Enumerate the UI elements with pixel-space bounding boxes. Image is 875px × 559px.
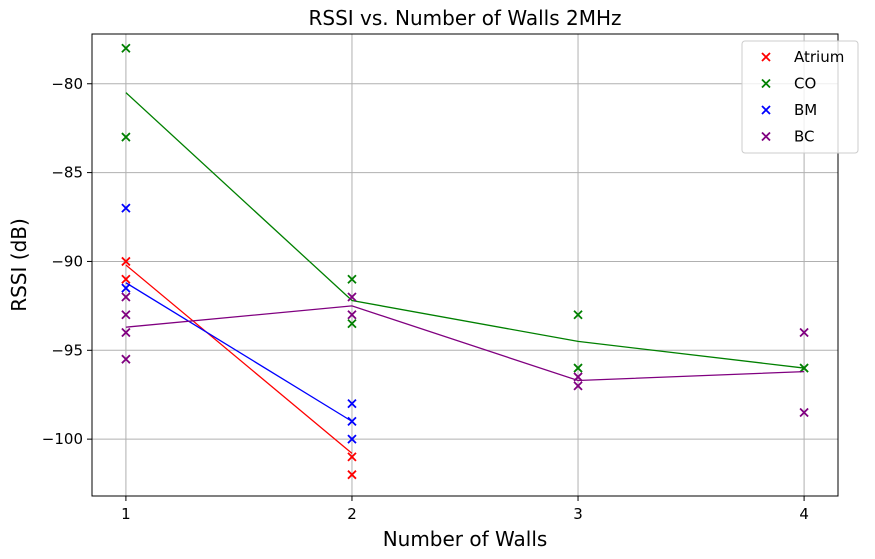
data-point xyxy=(121,283,131,293)
x-tick-label: 3 xyxy=(573,505,583,523)
legend-item-bm: BM xyxy=(761,101,817,119)
data-point xyxy=(347,398,357,409)
trend-line xyxy=(125,282,353,422)
legend-marker xyxy=(761,105,771,115)
data-point xyxy=(347,416,357,427)
data-point xyxy=(799,407,809,418)
chart-title: RSSI vs. Number of Walls 2MHz xyxy=(308,6,621,30)
legend-label: BC xyxy=(794,128,815,146)
data-point xyxy=(121,203,131,213)
data-point xyxy=(347,470,357,480)
legend-label: Atrium xyxy=(794,48,844,66)
legend-label: BM xyxy=(794,101,817,119)
legend-item-bc: BC xyxy=(761,128,815,146)
y-tick-label: −85 xyxy=(51,164,83,182)
x-tick-label: 2 xyxy=(347,505,357,523)
trend-line xyxy=(125,305,805,382)
data-point xyxy=(121,354,131,364)
grid xyxy=(92,34,838,496)
legend-marker xyxy=(761,78,771,89)
x-tick-label: 1 xyxy=(121,505,131,523)
data-point xyxy=(347,274,357,284)
data-point xyxy=(121,256,131,267)
data-point xyxy=(799,363,809,373)
data-point xyxy=(573,310,583,320)
x-axis-label: Number of Walls xyxy=(383,527,548,551)
trend-line xyxy=(125,92,805,369)
data-point xyxy=(121,292,131,302)
data-point xyxy=(347,434,357,444)
series-atrium xyxy=(121,256,357,480)
legend-marker xyxy=(761,52,771,62)
ticks: 1 2 3 4 −100 −95 −90 −85 −80 xyxy=(42,75,809,523)
data-point xyxy=(121,310,131,320)
data-point xyxy=(347,292,357,302)
data-point xyxy=(121,327,131,338)
plot-frame xyxy=(91,33,839,497)
series-bm xyxy=(121,203,357,444)
legend: Atrium CO BM BC xyxy=(741,40,859,154)
legend-item-co: CO xyxy=(761,75,816,93)
data-point xyxy=(121,274,131,284)
y-tick-label: −100 xyxy=(42,430,83,448)
legend-box xyxy=(741,40,859,154)
y-tick-label: −95 xyxy=(51,341,83,359)
x-tick-label: 4 xyxy=(799,505,809,523)
y-axis-label: RSSI (dB) xyxy=(7,218,31,312)
series-co xyxy=(121,43,809,373)
series-layer xyxy=(121,43,809,480)
data-point xyxy=(121,132,131,142)
data-point xyxy=(347,319,357,329)
data-point xyxy=(573,381,583,391)
data-point xyxy=(347,452,357,462)
y-tick-label: −80 xyxy=(51,75,83,93)
data-point xyxy=(573,372,583,382)
legend-label: CO xyxy=(794,75,816,93)
trend-line xyxy=(125,264,353,454)
series-bc xyxy=(121,292,809,418)
legend-item-atrium: Atrium xyxy=(761,48,844,66)
data-point xyxy=(799,327,809,338)
data-point xyxy=(121,43,131,53)
data-point xyxy=(347,310,357,320)
legend-marker xyxy=(761,131,771,142)
data-point xyxy=(573,363,583,373)
y-tick-label: −90 xyxy=(51,252,83,270)
